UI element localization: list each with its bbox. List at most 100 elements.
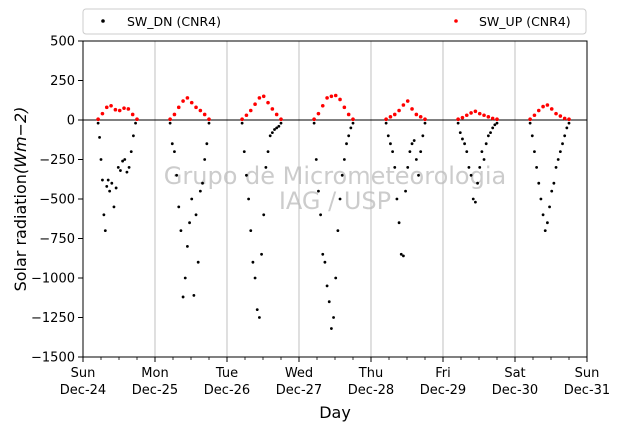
- data-point: [554, 166, 558, 169]
- data-point: [96, 121, 100, 125]
- data-point: [194, 105, 198, 110]
- legend: SW_DN (CNR4) SW_UP (CNR4): [82, 8, 587, 35]
- data-point: [389, 142, 392, 146]
- y-tick-label: −500: [39, 193, 75, 208]
- data-point: [477, 111, 482, 116]
- data-point: [99, 158, 103, 161]
- data-point: [319, 213, 322, 217]
- data-point: [279, 117, 283, 122]
- x-tick-label-day: Sun: [71, 366, 96, 381]
- data-point: [207, 121, 211, 125]
- data-point: [482, 158, 486, 161]
- x-tick-label-day: Sun: [575, 366, 600, 381]
- data-point: [408, 150, 412, 154]
- x-tick-label-day: Mon: [141, 366, 168, 381]
- data-point: [251, 260, 255, 264]
- data-point: [338, 197, 342, 201]
- data-point: [104, 105, 109, 110]
- data-point: [549, 107, 554, 111]
- data-point: [346, 112, 351, 117]
- data-point: [528, 117, 532, 122]
- data-point: [261, 94, 266, 99]
- data-point: [386, 134, 390, 138]
- data-point: [543, 229, 547, 233]
- x-axis: Sun Dec-24 Mon Dec-25 Tue Dec-26 Wed Dec-27 Thu D…: [60, 357, 610, 398]
- data-point: [321, 252, 325, 256]
- data-point: [458, 131, 462, 135]
- data-point: [275, 126, 279, 130]
- legend-marker-sw-dn: [101, 19, 105, 23]
- data-point: [404, 189, 407, 193]
- y-tick-label: −750: [39, 232, 75, 247]
- data-point: [253, 102, 257, 106]
- data-point: [245, 173, 248, 177]
- data-point: [179, 229, 183, 233]
- y-tick-label: −250: [39, 153, 75, 168]
- data-point: [486, 134, 490, 138]
- data-point: [405, 99, 410, 103]
- data-point: [108, 189, 112, 193]
- watermark: Grupo de Micrometeorologia IAG / USP: [164, 162, 506, 215]
- data-point: [388, 115, 393, 119]
- x-tick-label-date: Dec-25: [132, 383, 178, 398]
- data-point: [198, 108, 203, 113]
- data-point: [203, 158, 207, 161]
- data-point: [537, 181, 541, 185]
- series-0: [96, 121, 571, 330]
- x-tick-label-date: Dec-24: [60, 383, 106, 398]
- data-point: [332, 316, 335, 319]
- data-point: [244, 113, 249, 118]
- data-point: [205, 142, 209, 146]
- data-point: [334, 276, 338, 280]
- data-point: [312, 121, 316, 125]
- data-point: [317, 189, 320, 193]
- data-point: [323, 260, 327, 264]
- data-point: [421, 134, 425, 138]
- data-point: [384, 121, 388, 125]
- data-point: [384, 117, 388, 122]
- data-point: [189, 100, 194, 105]
- data-point: [102, 213, 106, 217]
- x-tick-label-day: Wed: [285, 366, 313, 381]
- data-point: [342, 158, 346, 161]
- data-point: [495, 121, 499, 125]
- data-point: [545, 103, 550, 107]
- data-point: [325, 96, 329, 100]
- data-point: [541, 213, 545, 217]
- data-point: [101, 178, 104, 182]
- data-point: [482, 113, 486, 118]
- y-axis: 500 250 0 −250 −500 −750 −1000 −1250 −1500: [31, 35, 83, 366]
- data-point: [480, 150, 484, 154]
- data-point: [419, 150, 423, 154]
- data-point: [476, 181, 479, 185]
- data-point: [188, 221, 191, 225]
- watermark-line-2: IAG / USP: [279, 187, 391, 215]
- data-point: [414, 158, 418, 161]
- data-point: [473, 109, 478, 114]
- data-point: [100, 111, 105, 116]
- data-point: [325, 284, 329, 288]
- data-point: [469, 173, 473, 177]
- data-point: [556, 158, 560, 161]
- data-point: [412, 139, 416, 142]
- data-point: [399, 252, 403, 256]
- data-point: [181, 99, 185, 103]
- data-point: [96, 117, 100, 122]
- data-point: [186, 245, 189, 248]
- data-point: [122, 106, 126, 110]
- data-point: [495, 117, 499, 122]
- data-point: [202, 112, 207, 117]
- grid-lines: [154, 41, 516, 357]
- data-point: [175, 173, 179, 177]
- data-point: [109, 103, 113, 108]
- data-point: [190, 197, 194, 201]
- y-axis-title: Solar radiation(Wm−2): [11, 107, 30, 292]
- y-tick-label: −1500: [31, 351, 75, 366]
- data-point: [196, 260, 200, 264]
- y-tick-label: 250: [50, 74, 75, 89]
- data-point: [274, 112, 279, 117]
- data-point: [277, 124, 281, 128]
- x-tick-label-date: Dec-30: [492, 383, 538, 398]
- data-point: [253, 276, 257, 280]
- data-point: [478, 166, 482, 169]
